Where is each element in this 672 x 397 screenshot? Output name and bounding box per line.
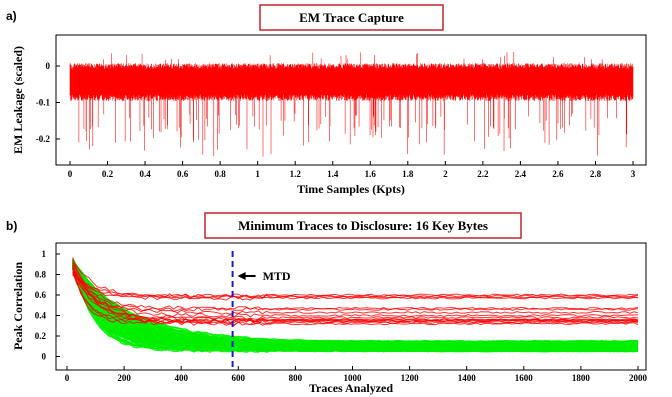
chart-a-x-tick-label: 1.2 [290, 169, 302, 179]
chart-a-x-tick-label: 1 [255, 169, 260, 179]
chart-a-x-tick-label: 3 [631, 169, 636, 179]
correct-key-curve [72, 271, 639, 298]
wrong-key-curve [72, 266, 639, 348]
correct-key-curve [72, 264, 639, 320]
wrong-key-curve [72, 266, 639, 345]
mtd-arrow-icon [237, 272, 256, 280]
chart-a-series-line [69, 52, 634, 157]
wrong-key-curve [72, 262, 639, 353]
chart-b-x-tick-label: 2000 [629, 373, 648, 383]
correct-key-curve [72, 273, 639, 312]
chart-a-x-tick-label: 0 [68, 169, 73, 179]
chart-b-y-tick-label: 0.8 [35, 270, 47, 280]
chart-a-x-tick-label: 0.4 [139, 169, 151, 179]
chart-b-title: Minimum Traces to Disclosure: 16 Key Byt… [238, 218, 488, 233]
chart-a-x-tick-label: 2.2 [477, 169, 489, 179]
chart-a-x-tick-label: 2.8 [590, 169, 602, 179]
chart-b-x-tick-label: 0 [65, 373, 70, 383]
chart-a-trace [69, 52, 634, 157]
chart-b-y-axis-label: Peak Correlation [11, 262, 25, 350]
chart-b-y-tick-label: 1 [42, 249, 47, 259]
chart-b-x-tick-label: 1800 [572, 373, 591, 383]
mtd-arrow-head [237, 272, 246, 280]
chart-a-x-tick-label: 1.4 [327, 169, 339, 179]
chart-b-correct-key-curves [72, 257, 639, 327]
chart-b-y-tick-label: 0 [42, 352, 47, 362]
chart-b: b) Minimum Traces to Disclosure: 16 Key … [6, 212, 648, 395]
chart-a-plot-frame [55, 34, 647, 166]
chart-a-title: EM Trace Capture [299, 10, 404, 25]
correct-key-curve [72, 266, 639, 322]
panel-label-a: a) [6, 9, 17, 23]
chart-b-x-tick-label: 1200 [401, 373, 420, 383]
chart-b-y-tick-label: 0.4 [35, 311, 47, 321]
chart-b-wrong-key-curves [72, 258, 639, 353]
chart-b-x-tick-label: 600 [232, 373, 246, 383]
correct-key-curve [72, 259, 639, 300]
chart-b-plot-frame [55, 242, 647, 371]
chart-b-x-tick-label: 200 [117, 373, 131, 383]
correct-key-curve [72, 268, 639, 299]
chart-a-x-tick-label: 1.8 [402, 169, 414, 179]
chart-b-x-tick-label: 400 [174, 373, 188, 383]
chart-a-x-tick-label: 2 [443, 169, 448, 179]
chart-a-x-tick-label: 2.6 [552, 169, 564, 179]
correct-key-curve [72, 272, 639, 301]
correct-key-curve [72, 257, 639, 323]
chart-a-y-axis: 0 -0.1 -0.2 [36, 61, 60, 144]
chart-a-x-axis: 0 0.2 0.4 0.6 0.8 1 1.2 1.4 1.6 1.8 2 2.2 2.4 2.6 2.8 3 [68, 161, 636, 179]
chart-a-x-tick-label: 2.4 [515, 169, 527, 179]
chart-b-y-tick-label: 0.2 [35, 331, 47, 341]
chart-a-y-tick-label: -0.1 [36, 98, 51, 108]
correct-key-curve [72, 261, 639, 327]
wrong-key-curve [72, 265, 639, 345]
chart-b-x-tick-label: 1400 [458, 373, 477, 383]
chart-a-y-axis-label: EM Leakage (scaled) [11, 46, 25, 154]
correct-key-curve [72, 264, 639, 326]
chart-b-x-axis: 0 200 400 600 800 1000 1200 1400 1600 1800 2000 [65, 366, 648, 383]
chart-a-x-tick-label: 1.6 [365, 169, 377, 179]
chart-a-x-tick-label: 0.6 [177, 169, 189, 179]
chart-a-x-tick-label: 0.8 [215, 169, 227, 179]
chart-a-x-axis-label: Time Samples (Kpts) [297, 182, 405, 196]
mtd-annotation: MTD [263, 269, 291, 283]
correct-key-curve [72, 262, 639, 311]
chart-b-x-tick-label: 800 [289, 373, 303, 383]
panel-label-b: b) [6, 219, 17, 233]
chart-a-y-tick-label: 0 [46, 61, 51, 71]
chart-b-x-tick-label: 1000 [344, 373, 363, 383]
chart-a-x-tick-label: 0.2 [102, 169, 114, 179]
chart-b-title-box [204, 212, 522, 239]
chart-b-x-tick-label: 1600 [515, 373, 534, 383]
chart-b-y-axis: 0 0.2 0.4 0.6 0.8 1 [35, 249, 60, 362]
chart-a: a) EM Trace Capture 0 -0.1 -0.2 0 0.2 0.4 0.6… [6, 4, 647, 196]
chart-a-y-tick-label: -0.2 [36, 134, 51, 144]
chart-b-x-axis-label: Traces Analyzed [309, 381, 393, 395]
wrong-key-curve [72, 261, 639, 343]
chart-a-title-box [259, 4, 444, 31]
chart-b-y-tick-label: 0.6 [35, 290, 47, 300]
correct-key-curve [72, 274, 639, 315]
